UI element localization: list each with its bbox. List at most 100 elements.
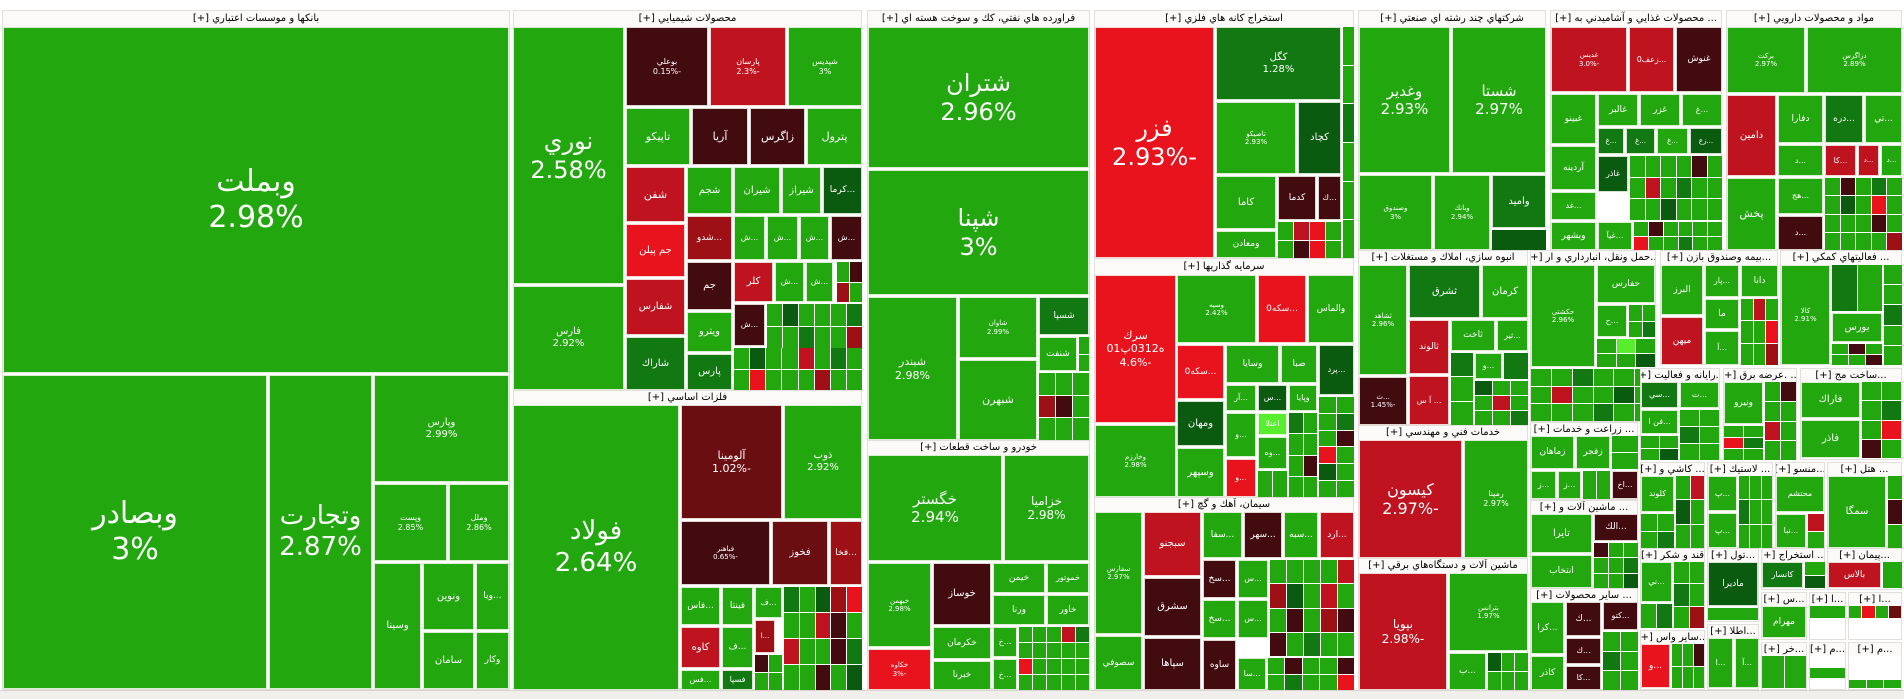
tile-machines-2[interactable]: انتخاب	[1531, 555, 1592, 588]
mosaic-tile[interactable]	[1273, 471, 1287, 497]
mosaic-tile[interactable]	[1343, 181, 1354, 220]
mosaic-tile[interactable]	[1857, 265, 1882, 311]
mosaic-tile[interactable]	[1597, 353, 1616, 367]
tile-auto-5[interactable]: خكرمان	[933, 627, 991, 659]
mosaic-tile[interactable]	[1609, 558, 1623, 573]
mosaic-tile[interactable]	[1888, 524, 1902, 548]
tile-otherprod-3[interactable]: ...ك	[1566, 638, 1601, 664]
mosaic-tile[interactable]	[1603, 651, 1620, 671]
tile-atla-0[interactable]: ...ا	[1708, 638, 1733, 688]
tile-invest-7[interactable]: صبا	[1281, 345, 1317, 383]
tile-chemicals-7[interactable]: زاگرس	[750, 108, 805, 165]
tile-multi-0[interactable]: وغدير 2.93%	[1359, 27, 1450, 173]
mosaic-tile[interactable]	[1343, 104, 1354, 142]
mosaic-tile[interactable]	[1270, 608, 1286, 632]
mosaic-tile[interactable]	[1888, 606, 1901, 618]
tile-otherprod-2[interactable]: ...كتو	[1603, 602, 1638, 630]
mosaic-tile[interactable]	[1832, 355, 1848, 365]
mosaic-tile[interactable]	[1849, 344, 1865, 354]
section-header-ore[interactable]: استخراج كانه هاي فلزي [+]	[1095, 11, 1353, 27]
tile-insurance-1[interactable]: ...پار	[1705, 265, 1739, 297]
mosaic-tile[interactable]	[1888, 500, 1902, 524]
mosaic-tile[interactable]	[1741, 299, 1753, 321]
mosaic-tile[interactable]	[1616, 353, 1636, 367]
mosaic-tile[interactable]	[1887, 232, 1902, 250]
section-header-mehram[interactable]: ...س [+]	[1762, 593, 1806, 606]
mosaic-tile[interactable]	[1636, 353, 1655, 367]
mosaic-tile[interactable]	[1663, 222, 1678, 236]
mosaic-tile[interactable]	[1039, 373, 1055, 395]
mosaic-tile[interactable]	[1343, 220, 1354, 258]
tile-chemicals-10[interactable]: شجم	[687, 167, 732, 214]
mosaic-tile[interactable]	[1019, 643, 1033, 658]
mosaic-tile[interactable]	[1882, 382, 1901, 401]
mosaic-tile[interactable]	[847, 639, 862, 664]
section-header-tol[interactable]: ...تول [+]	[1708, 549, 1758, 562]
mosaic-tile[interactable]	[1739, 500, 1750, 524]
mosaic-tile[interactable]	[1750, 524, 1761, 548]
mosaic-tile[interactable]	[1642, 305, 1655, 321]
tile-realestate-6[interactable]: ...ثير	[1497, 320, 1528, 351]
tile-pharma-3[interactable]: دفارا	[1778, 95, 1823, 143]
mosaic-tile[interactable]	[1270, 560, 1286, 584]
mosaic-tile[interactable]	[1832, 265, 1857, 311]
section-header-a1[interactable]: ...ا [+]	[1810, 593, 1845, 606]
mosaic-tile[interactable]	[782, 348, 798, 369]
tile-cement-11[interactable]: ...س	[1238, 600, 1268, 638]
mosaic-tile[interactable]	[1338, 608, 1354, 632]
mosaic-tile[interactable]	[1594, 543, 1608, 558]
section-header-transport[interactable]: ...حمل ونقل، انبارداري و ار [+]	[1531, 251, 1655, 265]
mosaic-tile[interactable]	[1337, 674, 1354, 690]
tile-multi-4[interactable]: واميد	[1492, 175, 1546, 228]
mosaic-tile[interactable]	[1753, 321, 1766, 343]
mosaic-tile[interactable]	[1337, 397, 1354, 413]
mosaic-tile[interactable]	[1884, 265, 1902, 285]
mosaic-tile[interactable]	[1319, 464, 1336, 481]
section-header-metals[interactable]: فلزات اساسي [+]	[514, 391, 861, 405]
mosaic-tile[interactable]	[1303, 434, 1317, 455]
section-header-computer[interactable]: ...رايانه و فعاليت [+]	[1641, 369, 1719, 382]
mosaic-tile[interactable]	[1810, 606, 1845, 618]
tile-elec-0[interactable]: بپويا -2.98%	[1359, 573, 1447, 690]
mosaic-tile[interactable]	[1724, 426, 1743, 437]
mosaic-tile[interactable]	[1739, 524, 1750, 548]
section-header-textile[interactable]: ...منسو [+]	[1776, 463, 1824, 476]
mosaic-tile[interactable]	[1676, 524, 1690, 548]
tile-pharma-7[interactable]: ...كا	[1825, 145, 1856, 176]
tile-auto-8[interactable]: خموتور	[1047, 563, 1089, 593]
mosaic-tile[interactable]	[1304, 632, 1320, 656]
mosaic-tile[interactable]	[1641, 604, 1656, 628]
mosaic-tile[interactable]	[1258, 471, 1272, 497]
mosaic-tile[interactable]	[783, 304, 798, 326]
tile-pharma-1[interactable]: دزاگرس 2.89%	[1807, 27, 1902, 93]
mosaic-tile[interactable]	[1871, 214, 1887, 232]
mosaic-tile[interactable]	[1493, 381, 1510, 395]
mosaic-tile[interactable]	[734, 369, 750, 390]
tile-chemicals-28[interactable]: ...ش	[734, 304, 765, 346]
mosaic-tile[interactable]	[769, 655, 782, 672]
mosaic-tile[interactable]	[1039, 418, 1055, 440]
tile-transport-0[interactable]: حكشتي 2.96%	[1531, 265, 1595, 367]
tile-cement-8[interactable]: ساوه	[1203, 640, 1236, 690]
mosaic-tile[interactable]	[1304, 584, 1320, 608]
mosaic-tile[interactable]	[755, 655, 768, 672]
mosaic-tile[interactable]	[1583, 471, 1596, 499]
tile-multi-2[interactable]: وصندوق 3%	[1359, 175, 1432, 250]
mosaic-tile[interactable]	[1762, 656, 1784, 688]
mosaic-tile[interactable]	[1676, 177, 1691, 199]
tile-multi-3[interactable]: وبانك 2.94%	[1434, 175, 1490, 250]
mosaic-tile[interactable]	[1866, 344, 1882, 354]
tile-banks-3[interactable]: وپارس 2.99%	[374, 375, 509, 482]
tile-ore-5[interactable]: كدما	[1278, 176, 1316, 220]
tile-ore-2[interactable]: تاصيكو 2.93%	[1216, 102, 1296, 174]
mosaic-tile[interactable]	[1515, 672, 1528, 690]
mosaic-tile[interactable]	[1840, 196, 1856, 214]
tile-pharma-2[interactable]: دامين	[1727, 95, 1776, 176]
mosaic-tile[interactable]	[1634, 236, 1648, 250]
tile-metals-11[interactable]: ...فس	[681, 670, 720, 690]
section-header-power[interactable]: ... .عرضه برق [+]	[1724, 369, 1796, 382]
tile-metals-3[interactable]: فباهنر -0.65%	[681, 521, 770, 585]
mosaic-tile[interactable]	[1270, 632, 1286, 656]
tile-invest-16[interactable]: وسپهر	[1177, 448, 1224, 497]
tile-elec-1[interactable]: بترانس 1.97%	[1449, 573, 1528, 651]
